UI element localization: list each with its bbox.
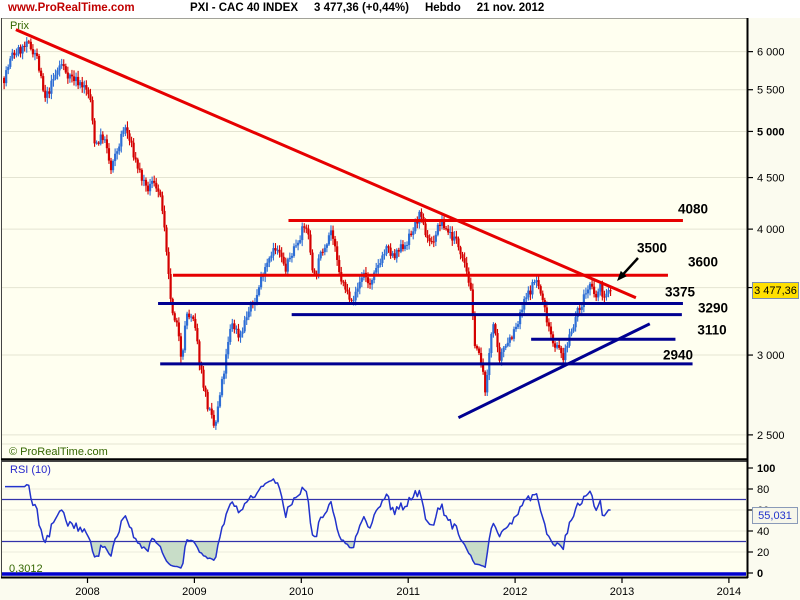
svg-text:2013: 2013 bbox=[610, 586, 634, 598]
rsi-panel-title[interactable]: RSI (10) bbox=[10, 464, 51, 476]
level-label-3290: 3290 bbox=[697, 300, 729, 316]
svg-text:3 000: 3 000 bbox=[757, 350, 785, 362]
level-label-3110: 3110 bbox=[697, 322, 727, 338]
axes bbox=[1, 18, 749, 579]
svg-text:2 500: 2 500 bbox=[757, 430, 785, 442]
svg-text:6 000: 6 000 bbox=[757, 47, 785, 59]
level-label-2940: 2940 bbox=[662, 347, 694, 363]
svg-text:2008: 2008 bbox=[75, 586, 99, 598]
price-axis-labels: 6 000 5 500 5 000 4 500 4 000 3 000 2 500 bbox=[748, 47, 785, 442]
chart-title-bar: PXI - CAC 40 INDEX 3 477,36 (+0,44%) Heb… bbox=[190, 2, 544, 18]
annotation-arrow bbox=[617, 257, 639, 281]
svg-text:80: 80 bbox=[757, 484, 769, 496]
svg-text:2014: 2014 bbox=[717, 586, 741, 598]
last-price-change: 3 477,36 (+0,44%) bbox=[314, 2, 409, 14]
svg-text:20: 20 bbox=[757, 547, 769, 559]
trendlines bbox=[15, 28, 651, 420]
svg-text:5 500: 5 500 bbox=[757, 85, 785, 97]
level-label-4080: 4080 bbox=[677, 201, 709, 217]
svg-text:2010: 2010 bbox=[289, 586, 313, 598]
svg-text:2009: 2009 bbox=[182, 586, 206, 598]
symbol-title: PXI - CAC 40 INDEX bbox=[190, 2, 298, 14]
panel-backgrounds bbox=[1, 17, 748, 578]
rsi-value-axis-tag: 55,031 bbox=[752, 507, 798, 525]
level-label-3375: 3375 bbox=[664, 284, 696, 300]
site-link[interactable]: www.ProRealTime.com bbox=[8, 2, 135, 14]
svg-text:2012: 2012 bbox=[503, 586, 527, 598]
annotation-label-3500: 3500 bbox=[636, 240, 668, 256]
svg-text:4 500: 4 500 bbox=[757, 173, 785, 185]
rsi-indicator bbox=[2, 478, 746, 576]
svg-text:0: 0 bbox=[757, 568, 763, 580]
level-label-3600: 3600 bbox=[687, 254, 719, 270]
x-axis-labels: 2008 2009 2010 2011 2012 2013 2014 bbox=[75, 578, 741, 598]
svg-text:40: 40 bbox=[757, 526, 769, 538]
svg-text:5 000: 5 000 bbox=[757, 126, 785, 138]
gridlines bbox=[2, 51, 746, 553]
rsi-min-value: 0,3012 bbox=[9, 563, 43, 575]
last-price-axis-tag: 3 477,36 bbox=[752, 282, 799, 300]
svg-text:100: 100 bbox=[757, 463, 775, 475]
header-bar bbox=[0, 0, 800, 18]
timeframe-label: Hebdo bbox=[424, 2, 461, 14]
price-panel-title: Prix bbox=[10, 20, 29, 32]
date-label: 21 nov. 2012 bbox=[476, 2, 545, 14]
svg-text:4 000: 4 000 bbox=[757, 224, 785, 236]
copyright-watermark: © ProRealTime.com bbox=[9, 446, 108, 458]
svg-text:2011: 2011 bbox=[396, 586, 420, 598]
rsi-oversold-fill bbox=[44, 541, 565, 568]
candlesticks bbox=[3, 37, 612, 430]
